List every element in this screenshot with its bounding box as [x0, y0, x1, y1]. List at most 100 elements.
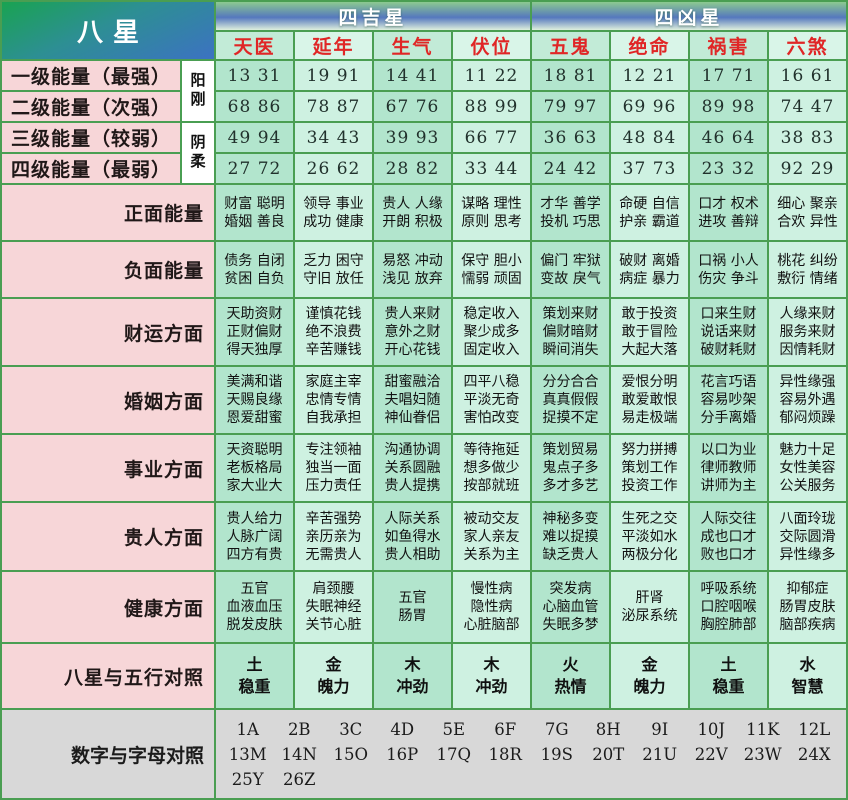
- aspect-cell: 口祸 小人 伤灾 争斗: [690, 242, 767, 297]
- aspect-line: 冲劲: [396, 677, 429, 696]
- aspect-line: 贫困 自负: [224, 270, 285, 287]
- aspect-line: 努力拼搏: [621, 442, 678, 458]
- energy-value: 12 21: [611, 61, 688, 90]
- aspect-line: 平淡无奇: [463, 392, 520, 408]
- aspect-line: 人际关系: [384, 510, 441, 527]
- aspect-line: 敷衍 情绪: [777, 270, 838, 287]
- energy-value: 28 82: [374, 154, 451, 183]
- energy-value: 13 31: [216, 61, 293, 90]
- letter-pair: 20T: [592, 744, 625, 764]
- aspect-cell: 肩颈腰 失眠神经 关节心脏: [295, 572, 372, 642]
- aspect-line: 关系为主: [463, 546, 520, 563]
- energy-value: 39 93: [374, 123, 451, 152]
- letter-pair: 23W: [743, 744, 782, 764]
- letter-pair: 10J: [697, 719, 726, 739]
- aspect-cell: 努力拼搏 策划工作 投资工作: [611, 435, 688, 501]
- aspect-cell: 专注领袖 独当一面 压力责任: [295, 435, 372, 501]
- energy-value: 18 81: [532, 61, 609, 90]
- energy-value: 49 94: [216, 123, 293, 152]
- aspect-line: 人脉广阔: [226, 528, 283, 545]
- aspect-cell: 木冲劲: [374, 644, 451, 708]
- aspect-cell: 花言巧语 容易吵架 分手离婚: [690, 367, 767, 433]
- aspect-cell: 等待拖延 想多做少 按部就班: [453, 435, 530, 501]
- aspect-line: 策划来财: [542, 306, 599, 322]
- aspect-line: 生死之交: [621, 510, 678, 527]
- letter-pair: 6F: [494, 719, 517, 739]
- aspect-cell: 财富 聪明 婚姻 善良: [216, 185, 293, 240]
- aspect-cell: 人际交往 成也口才 败也口才: [690, 503, 767, 570]
- aspect-cell: 神秘多变 难以捉摸 缺乏贵人: [532, 503, 609, 570]
- letter-pair: 13M: [228, 744, 267, 764]
- aspect-cell: 口才 权术 进攻 善辩: [690, 185, 767, 240]
- energy-value: 14 41: [374, 61, 451, 90]
- aspect-line: 谋略 理性: [461, 195, 522, 212]
- aspect-line: 抑郁症: [786, 581, 829, 597]
- aspect-line: 人缘来财: [779, 306, 836, 322]
- energy-value: 67 76: [374, 92, 451, 121]
- letter-pair: 15O: [333, 744, 369, 764]
- aspect-line: 容易外遇: [779, 392, 836, 408]
- aspect-line: 伤灾 争斗: [698, 270, 759, 287]
- aspect-cell: 债务 自闭 贫困 自负: [216, 242, 293, 297]
- aspect-row-label: 财运方面: [2, 299, 214, 365]
- letter-pair: 24X: [797, 744, 831, 764]
- energy-value: 48 84: [611, 123, 688, 152]
- aspect-cell: 五官 血液血压 脱发皮肤: [216, 572, 293, 642]
- aspect-line: 偏门 牢狱: [540, 252, 601, 269]
- aspect-cell: 谋略 理性 原则 思考: [453, 185, 530, 240]
- aspect-line: 敢于冒险: [621, 324, 678, 340]
- aspect-line: 按部就班: [463, 478, 520, 494]
- aspect-line: 神秘多变: [542, 510, 599, 527]
- aspect-line: 捉摸不定: [542, 410, 599, 426]
- aspect-line: 真真假假: [542, 392, 599, 408]
- energy-value: 92 29: [769, 154, 846, 183]
- aspect-cell: 命硬 自信 护亲 霸道: [611, 185, 688, 240]
- aspect-line: 瞬间消失: [542, 342, 599, 358]
- aspect-row-label: 负面能量: [2, 242, 214, 297]
- aspect-line: 恩爱甜蜜: [226, 410, 283, 426]
- aspect-line: 婚姻 善良: [224, 213, 285, 230]
- aspect-cell: 爱恨分明 敢爱敢恨 易走极端: [611, 367, 688, 433]
- aspect-line: 金: [641, 655, 658, 674]
- aspect-cell: 美满和谐 天赐良缘 恩爱甜蜜: [216, 367, 293, 433]
- aspect-line: 甜蜜融洽: [384, 374, 441, 390]
- aspect-line: 口来生财: [700, 306, 757, 322]
- aspect-line: 爱恨分明: [621, 374, 678, 390]
- aspect-line: 多才多艺: [542, 478, 599, 494]
- aspect-cell: 金魄力: [295, 644, 372, 708]
- aspect-cell: 天助资财 正财偏财 得天独厚: [216, 299, 293, 365]
- aspect-row-label: 婚姻方面: [2, 367, 214, 433]
- star-name: 延年: [295, 32, 372, 59]
- letter-pair: 16P: [386, 744, 419, 764]
- aspect-line: 亲历亲为: [305, 528, 362, 545]
- energy-value: 46 64: [690, 123, 767, 152]
- aspect-line: 关节心脏: [305, 617, 362, 633]
- aspect-line: 天助资财: [226, 306, 283, 322]
- aspect-line: 财富 聪明: [224, 195, 285, 212]
- energy-value: 88 99: [453, 92, 530, 121]
- aspect-line: 木: [483, 655, 500, 674]
- aspect-line: 关系圆融: [384, 460, 441, 476]
- aspect-cell: 肝肾 泌尿系统: [611, 572, 688, 642]
- aspect-line: 失眠多梦: [542, 617, 599, 633]
- aspect-line: 泌尿系统: [621, 608, 678, 624]
- letter-pair: 25Y: [231, 769, 264, 789]
- letter-pair: 3C: [339, 719, 363, 739]
- aspect-cell: 天资聪明 老板格局 家大业大: [216, 435, 293, 501]
- aspect-line: 肠胃皮肤: [779, 599, 836, 615]
- aspect-line: 夫唱妇随: [384, 392, 441, 408]
- aspect-cell: 贵人 人缘 开朗 积极: [374, 185, 451, 240]
- energy-value: 74 47: [769, 92, 846, 121]
- energy-value: 66 77: [453, 123, 530, 152]
- energy-value: 79 97: [532, 92, 609, 121]
- aspect-line: 谨慎花钱: [305, 306, 362, 322]
- star-name: 天医: [216, 32, 293, 59]
- aspect-line: 成功 健康: [303, 213, 364, 230]
- aspect-cell: 领导 事业 成功 健康: [295, 185, 372, 240]
- letter-pair: 14N: [281, 744, 317, 764]
- aspect-line: 心脑血管: [542, 599, 599, 615]
- aspect-line: 容易吵架: [700, 392, 757, 408]
- letter-pair: 4D: [390, 719, 415, 739]
- letter-pair: 26Z: [283, 769, 316, 789]
- aspect-line: 因情耗财: [779, 342, 836, 358]
